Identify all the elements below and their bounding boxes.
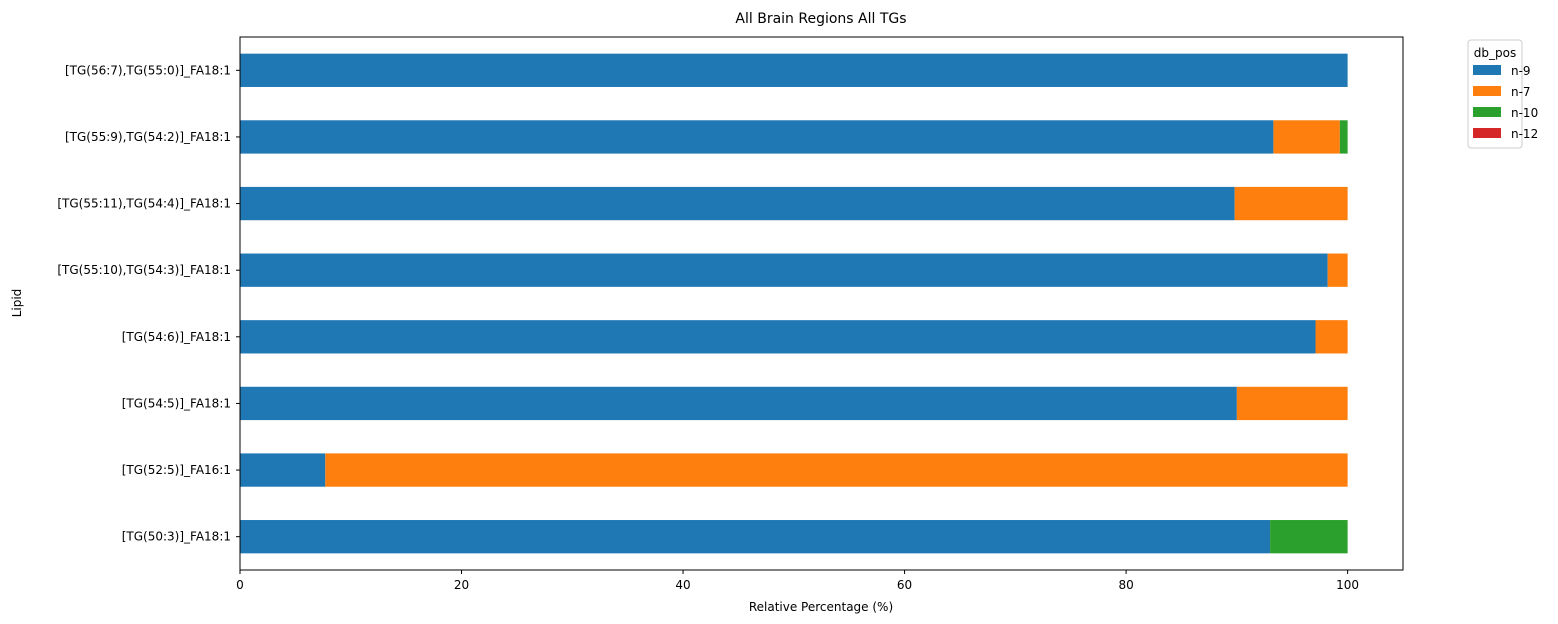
legend-swatch-n-12: [1473, 128, 1501, 138]
y-axis-ticks: [TG(56:7),TG(55:0)]_FA18:1 [TG(55:9),TG(5…: [57, 63, 240, 544]
bar-n-7-3: [1327, 253, 1348, 287]
bar-n-7-5: [1236, 386, 1348, 421]
bar-n-9-7: [240, 520, 1271, 554]
y-tick-label: [TG(54:6)]_FA18:1: [122, 330, 231, 344]
bar-n-9-1: [240, 120, 1274, 154]
legend-label-n-9: n-9: [1511, 64, 1531, 78]
y-tick-label: [TG(55:10),TG(54:3)]_FA18:1: [57, 263, 231, 277]
y-tick-label: [TG(50:3)]_FA18:1: [122, 530, 231, 544]
y-tick-label: [TG(55:9),TG(54:2)]_FA18:1: [65, 130, 231, 144]
bar-n-7-4: [1315, 320, 1348, 354]
bar-n-9-6: [240, 453, 326, 487]
bar-n-7-2: [1234, 186, 1348, 221]
x-tick-label: 100: [1336, 578, 1359, 592]
bar-n-10-7: [1270, 520, 1348, 554]
legend-label-n-7: n-7: [1511, 85, 1531, 99]
bar-n-7-1: [1273, 120, 1340, 154]
y-tick-label: [TG(55:11),TG(54:4)]_FA18:1: [57, 197, 231, 211]
x-tick-label: 40: [675, 578, 690, 592]
legend-swatch-n-10: [1473, 107, 1501, 117]
x-tick-label: 0: [236, 578, 244, 592]
bar-n-10-1: [1339, 120, 1348, 154]
legend-label-n-12: n-12: [1511, 127, 1538, 141]
legend-label-n-10: n-10: [1511, 106, 1538, 120]
bar-n-9-3: [240, 253, 1328, 287]
bar-n-9-4: [240, 320, 1316, 354]
bars-group: [240, 53, 1348, 554]
x-tick-label: 20: [454, 578, 469, 592]
y-tick-label: [TG(52:5)]_FA16:1: [122, 463, 231, 477]
y-tick-label: [TG(56:7),TG(55:0)]_FA18:1: [65, 63, 231, 77]
x-tick-label: 80: [1118, 578, 1133, 592]
bar-n-9-0: [240, 53, 1348, 87]
x-tick-label: 60: [897, 578, 912, 592]
x-axis-label: Relative Percentage (%): [749, 600, 893, 614]
x-axis-ticks: 0 20 40 60 80 100: [236, 570, 1359, 592]
y-axis-label: Lipid: [10, 289, 24, 318]
legend-title: db_pos: [1474, 46, 1516, 60]
chart-title: All Brain Regions All TGs: [735, 11, 906, 27]
bar-n-9-2: [240, 186, 1235, 221]
plot-frame: [239, 36, 1404, 571]
bar-n-9-5: [240, 386, 1237, 421]
legend: db_pos n-9 n-7 n-10 n-12: [1467, 39, 1538, 149]
bar-n-7-6: [325, 453, 1348, 487]
legend-swatch-n-9: [1473, 65, 1501, 75]
legend-items: n-9 n-7 n-10 n-12: [1473, 64, 1538, 141]
legend-swatch-n-7: [1473, 86, 1501, 96]
y-tick-label: [TG(54:5)]_FA18:1: [122, 396, 231, 410]
